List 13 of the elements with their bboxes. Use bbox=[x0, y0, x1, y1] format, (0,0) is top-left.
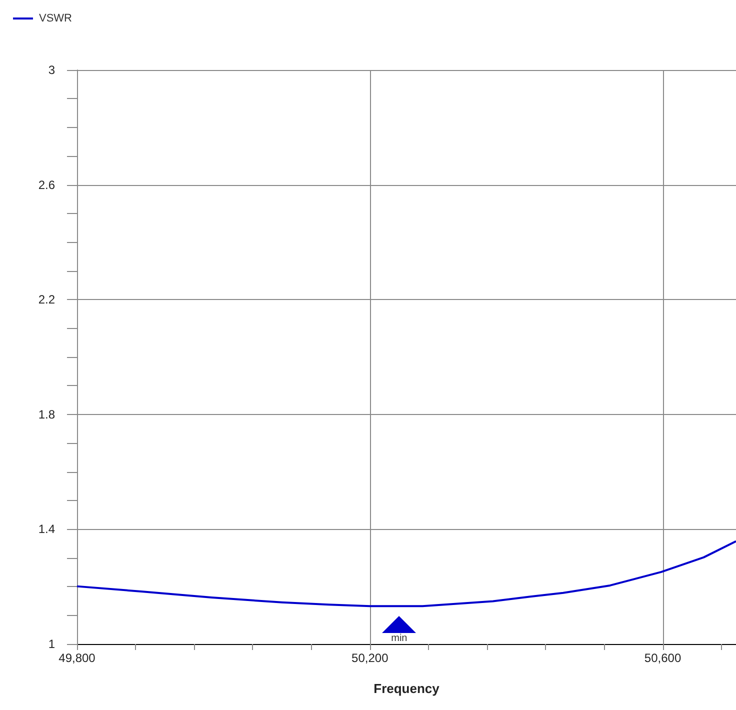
y-tick-label: 3 bbox=[48, 63, 56, 77]
y-tick-label: 1 bbox=[48, 637, 56, 651]
x-tick-label: 49,800 bbox=[58, 651, 96, 665]
x-axis-title: Frequency bbox=[374, 681, 440, 696]
x-tick-label: 50,200 bbox=[352, 651, 389, 665]
line-series bbox=[76, 540, 736, 608]
y-tick-label: 1.8 bbox=[38, 407, 56, 422]
legend-label: VSWR bbox=[39, 12, 72, 24]
annotation: min bbox=[390, 632, 408, 644]
y-tick-label: 1.4 bbox=[38, 522, 56, 536]
x-tick-label: 50,600 bbox=[644, 651, 682, 665]
y-tick-label: 2.2 bbox=[38, 292, 56, 307]
y-tick-label: 2.6 bbox=[38, 178, 56, 192]
